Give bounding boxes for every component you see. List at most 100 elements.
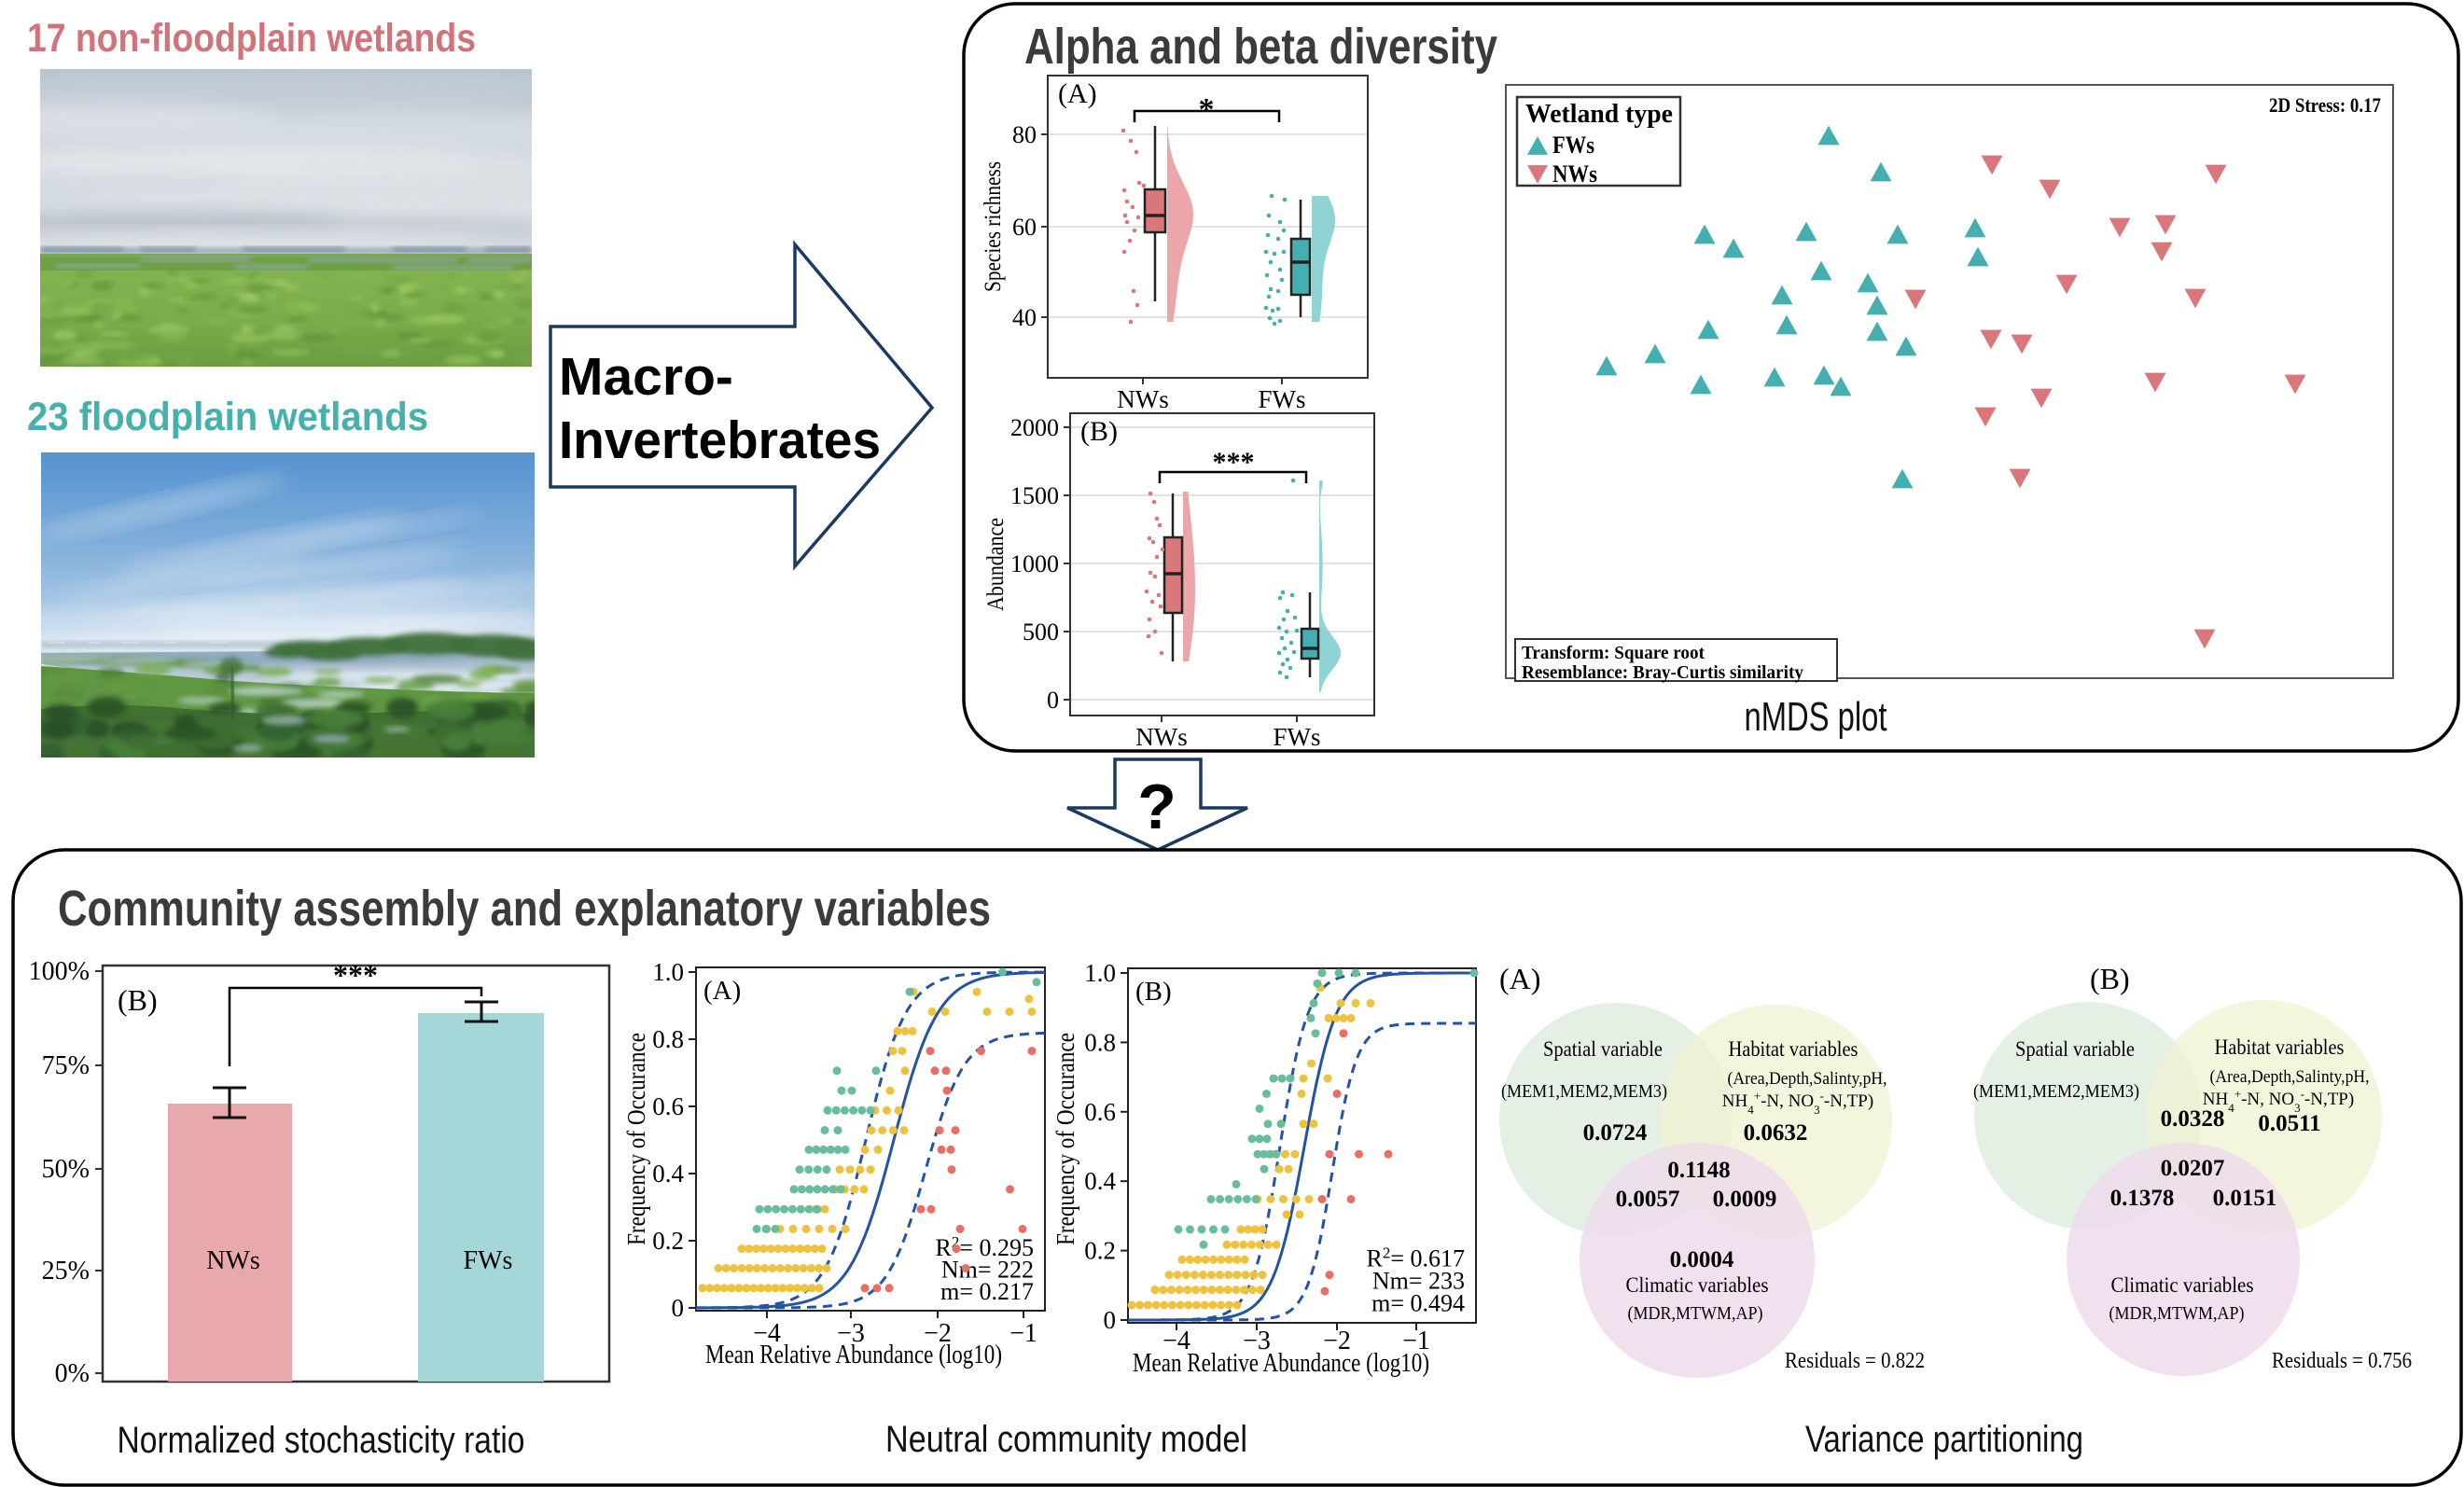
svg-text:500: 500 — [1023, 618, 1059, 646]
svg-text:2D Stress: 0.17: 2D Stress: 0.17 — [2269, 93, 2381, 117]
svg-text:FWs: FWs — [1258, 385, 1305, 413]
svg-text:Community assembly and explana: Community assembly and explanatory varia… — [58, 881, 991, 937]
svg-text:60: 60 — [1012, 214, 1037, 241]
svg-text:(B): (B) — [118, 983, 158, 1017]
svg-text:Habitat variables: Habitat variables — [1729, 1037, 1858, 1061]
svg-text:Frequency of Occurance: Frequency of Occurance — [622, 1033, 650, 1245]
svg-text:(B): (B) — [1135, 977, 1172, 1007]
svg-text:0.2: 0.2 — [1084, 1237, 1116, 1265]
svg-text:0.1378: 0.1378 — [2110, 1186, 2175, 1211]
svg-text:nMDS plot: nMDS plot — [1745, 694, 1887, 740]
svg-text:−4: −4 — [1162, 1327, 1190, 1355]
svg-text:0.2: 0.2 — [652, 1227, 684, 1255]
svg-text:0.0511: 0.0511 — [2258, 1111, 2320, 1136]
svg-text:−2: −2 — [1323, 1327, 1351, 1355]
svg-text:*: * — [1199, 92, 1215, 127]
svg-text:Climatic variables: Climatic variables — [1626, 1273, 1769, 1297]
svg-text:Abundance: Abundance — [983, 518, 1009, 611]
svg-text:0: 0 — [1047, 687, 1059, 714]
svg-text:(MEM1,MEM2,MEM3): (MEM1,MEM2,MEM3) — [1973, 1081, 2139, 1102]
svg-text:(MDR,MTWM,AP): (MDR,MTWM,AP) — [2109, 1303, 2245, 1324]
svg-text:(Area,Depth,Salinty,pH,: (Area,Depth,Salinty,pH, — [1728, 1069, 1887, 1089]
svg-text:Species richness: Species richness — [981, 161, 1006, 292]
svg-text:0.8: 0.8 — [652, 1025, 684, 1053]
svg-text:Spatial variable: Spatial variable — [1543, 1037, 1663, 1061]
svg-text:Mean Relative Abundance (log10: Mean Relative Abundance (log10) — [705, 1341, 1002, 1369]
svg-text:−1: −1 — [1009, 1319, 1037, 1348]
svg-text:0%: 0% — [55, 1359, 90, 1388]
svg-text:?: ? — [1137, 771, 1176, 842]
svg-text:NWs: NWs — [1552, 160, 1597, 188]
svg-text:17 non-floodplain wetlands: 17 non-floodplain wetlands — [27, 16, 476, 61]
svg-text:Transform: Square root: Transform: Square root — [1522, 643, 1705, 663]
svg-text:Residuals = 0.822: Residuals = 0.822 — [1785, 1349, 1925, 1373]
svg-text:75%: 75% — [42, 1051, 90, 1080]
svg-text:(A): (A) — [1499, 962, 1540, 995]
svg-text:Nm= 233: Nm= 233 — [1372, 1268, 1465, 1295]
svg-text:2000: 2000 — [1010, 414, 1059, 441]
svg-text:50%: 50% — [42, 1155, 90, 1184]
svg-text:***: *** — [1213, 447, 1255, 478]
svg-text:−4: −4 — [753, 1319, 781, 1348]
svg-text:0.0632: 0.0632 — [1744, 1120, 1808, 1146]
svg-text:FWs: FWs — [1273, 723, 1320, 751]
svg-text:0.6: 0.6 — [1084, 1098, 1116, 1126]
svg-text:(Area,Depth,Salinty,pH,: (Area,Depth,Salinty,pH, — [2210, 1067, 2370, 1087]
svg-text:−2: −2 — [924, 1319, 952, 1348]
svg-text:−3: −3 — [837, 1319, 865, 1348]
svg-text:0.0009: 0.0009 — [1713, 1187, 1777, 1212]
svg-text:(B): (B) — [1080, 416, 1118, 447]
svg-text:100%: 100% — [29, 957, 90, 986]
svg-text:0.0151: 0.0151 — [2213, 1186, 2277, 1211]
svg-text:40: 40 — [1012, 304, 1037, 331]
svg-text:−3: −3 — [1243, 1327, 1271, 1355]
svg-text:1000: 1000 — [1010, 550, 1059, 577]
svg-text:Wetland type: Wetland type — [1525, 99, 1673, 129]
svg-text:m= 0.494: m= 0.494 — [1371, 1290, 1465, 1317]
svg-text:(MEM1,MEM2,MEM3): (MEM1,MEM2,MEM3) — [1501, 1081, 1667, 1102]
svg-text:1500: 1500 — [1010, 482, 1059, 509]
svg-text:0: 0 — [1104, 1306, 1117, 1334]
svg-text:0.0207: 0.0207 — [2161, 1156, 2225, 1181]
svg-text:0.0057: 0.0057 — [1616, 1187, 1680, 1212]
svg-text:Mean Relative Abundance (log10: Mean Relative Abundance (log10) — [1133, 1349, 1429, 1378]
svg-text:0.4: 0.4 — [1084, 1167, 1116, 1195]
svg-text:0: 0 — [672, 1294, 685, 1322]
svg-text:(MDR,MTWM,AP): (MDR,MTWM,AP) — [1628, 1303, 1763, 1324]
svg-text:Macro-: Macro- — [559, 347, 733, 407]
svg-text:1.0: 1.0 — [652, 958, 684, 986]
svg-text:0.0004: 0.0004 — [1670, 1247, 1734, 1272]
svg-text:(A): (A) — [703, 976, 741, 1006]
svg-text:Habitat variables: Habitat variables — [2215, 1035, 2345, 1059]
svg-text:Resemblance: Bray-Curtis simil: Resemblance: Bray-Curtis similarity — [1522, 662, 1803, 683]
svg-text:0.0724: 0.0724 — [1583, 1120, 1648, 1146]
svg-text:(B): (B) — [2090, 962, 2130, 995]
svg-text:FWs: FWs — [1552, 132, 1594, 159]
svg-text:23 floodplain wetlands: 23 floodplain wetlands — [27, 395, 428, 439]
svg-text:NWs: NWs — [1135, 723, 1188, 751]
svg-text:Alpha and beta diversity: Alpha and beta diversity — [1024, 19, 1497, 75]
svg-text:Invertebrates: Invertebrates — [559, 410, 881, 470]
svg-text:Variance partitioning: Variance partitioning — [1805, 1419, 2083, 1460]
svg-text:Climatic variables: Climatic variables — [2111, 1273, 2254, 1297]
svg-text:1.0: 1.0 — [1084, 959, 1116, 987]
svg-text:Spatial variable: Spatial variable — [2015, 1037, 2135, 1061]
svg-text:0.6: 0.6 — [652, 1092, 684, 1120]
svg-text:Normalized stochasticity ratio: Normalized stochasticity ratio — [118, 1420, 525, 1461]
svg-text:Nm= 222: Nm= 222 — [941, 1257, 1034, 1284]
svg-text:Frequency of Occurance: Frequency of Occurance — [1051, 1033, 1079, 1245]
svg-text:NWs: NWs — [206, 1246, 260, 1275]
svg-text:80: 80 — [1012, 121, 1037, 148]
svg-text:25%: 25% — [42, 1257, 90, 1285]
svg-text:Residuals = 0.756: Residuals = 0.756 — [2272, 1349, 2412, 1373]
svg-text:0.1148: 0.1148 — [1667, 1158, 1730, 1183]
svg-text:FWs: FWs — [464, 1246, 513, 1275]
svg-text:***: *** — [333, 958, 378, 992]
svg-text:m= 0.217: m= 0.217 — [940, 1278, 1034, 1305]
svg-text:Neutral community model: Neutral community model — [885, 1419, 1247, 1460]
svg-text:−1: −1 — [1402, 1327, 1430, 1355]
svg-text:0.4: 0.4 — [652, 1160, 684, 1188]
svg-text:NWs: NWs — [1117, 385, 1169, 413]
svg-text:0.8: 0.8 — [1084, 1028, 1116, 1056]
svg-text:(A): (A) — [1058, 78, 1097, 109]
